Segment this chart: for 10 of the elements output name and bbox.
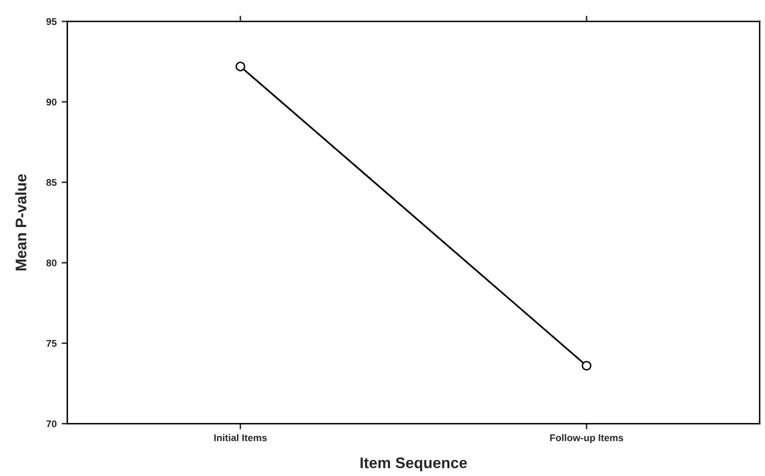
x-axis-title: Item Sequence	[360, 457, 467, 472]
y-tick-label: 80	[46, 259, 57, 266]
x-tick-label: Follow-up Items	[550, 434, 624, 444]
y-tick-label: 70	[46, 420, 57, 428]
y-tick-label: 85	[46, 179, 57, 186]
y-axis-title: Mean P-value	[15, 174, 26, 270]
y-tick-label: 95	[46, 18, 57, 26]
y-tick-label: 90	[46, 98, 57, 106]
y-tick-label: 75	[46, 340, 57, 347]
x-tick-label: Initial Items	[214, 434, 267, 442]
